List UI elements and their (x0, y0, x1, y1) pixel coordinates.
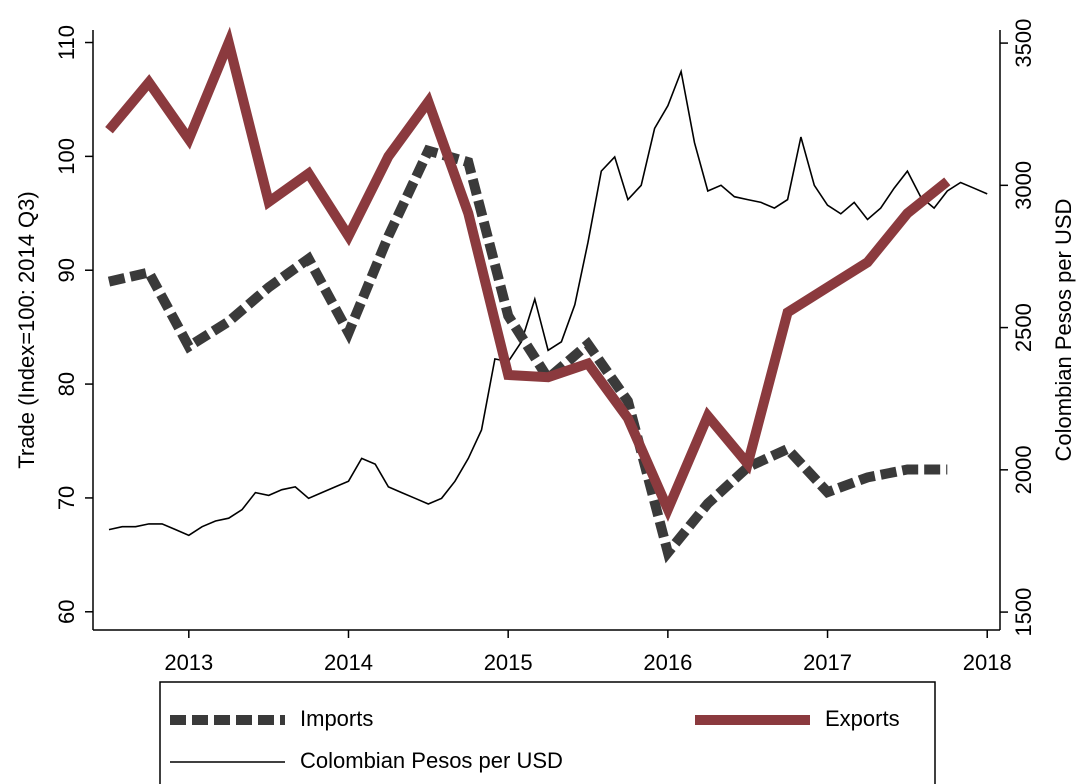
x-tick-label: 2015 (484, 650, 533, 675)
y2-tick-label: 3500 (1011, 19, 1036, 68)
x-tick-label: 2016 (643, 650, 692, 675)
x-tick-label: 2017 (803, 650, 852, 675)
legend-box (159, 681, 936, 784)
x-tick-label: 2018 (963, 650, 1012, 675)
y-tick-label: 110 (54, 25, 79, 60)
y2-tick-label: 2500 (1011, 303, 1036, 352)
y-tick-label: 90 (54, 258, 79, 282)
y2-tick-label: 1500 (1011, 588, 1036, 637)
y-tick-label: 80 (54, 372, 79, 396)
y-tick-label: 100 (54, 138, 79, 175)
series-line (105, 26, 951, 522)
y2-tick-label: 2000 (1011, 445, 1036, 494)
legend-label: Exports (825, 706, 900, 731)
y2-tick-label: 3000 (1011, 161, 1036, 210)
series-line (107, 144, 948, 564)
y-tick-label: 70 (54, 486, 79, 510)
y-tick-label: 60 (54, 600, 79, 624)
x-tick-label: 2013 (164, 650, 213, 675)
y2-axis-title: Colombian Pesos per USD (1051, 199, 1076, 462)
y-axis-title: Trade (Index=100: 2014 Q3) (14, 191, 39, 468)
x-tick-label: 2014 (324, 650, 373, 675)
series-line (108, 68, 988, 537)
legend-label: Imports (300, 706, 373, 731)
legend-label: Colombian Pesos per USD (300, 748, 563, 773)
